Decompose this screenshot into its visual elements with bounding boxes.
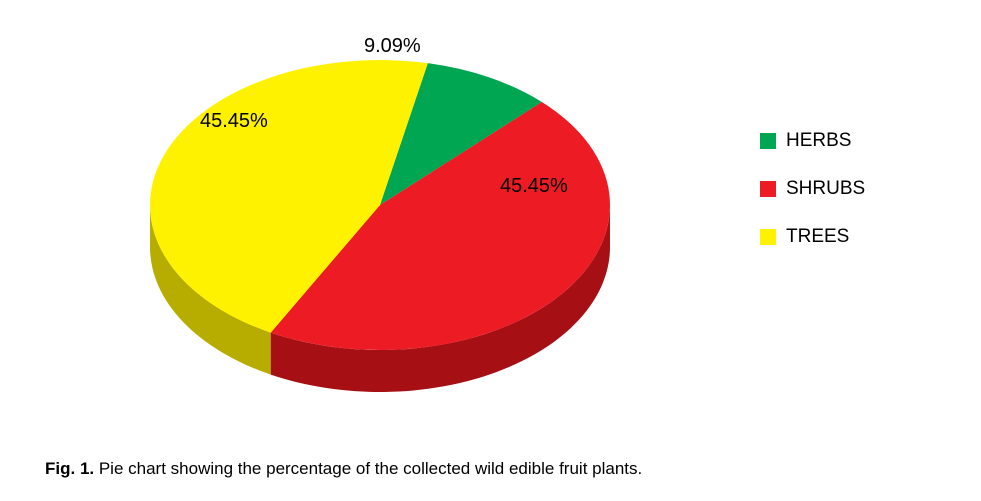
legend: HERBS SHRUBS TREES <box>760 130 865 274</box>
figure-tag: Fig. 1. <box>45 459 94 478</box>
legend-swatch-herbs <box>760 133 776 149</box>
legend-swatch-shrubs <box>760 181 776 197</box>
legend-label-trees: TREES <box>786 226 849 248</box>
legend-item-shrubs: SHRUBS <box>760 178 865 200</box>
pie-tops <box>150 60 610 350</box>
pie-chart: 9.09% 45.45% 45.45% <box>60 10 700 430</box>
figure-caption: Fig. 1. Pie chart showing the percentage… <box>45 459 642 479</box>
legend-item-trees: TREES <box>760 226 865 248</box>
data-label-shrubs: 45.45% <box>500 175 568 198</box>
data-label-trees: 45.45% <box>200 110 268 133</box>
legend-swatch-trees <box>760 229 776 245</box>
legend-item-herbs: HERBS <box>760 130 865 152</box>
legend-label-herbs: HERBS <box>786 130 851 152</box>
figure-stage: 9.09% 45.45% 45.45% HERBS SHRUBS TREES Fig. … <box>0 0 981 501</box>
legend-label-shrubs: SHRUBS <box>786 178 865 200</box>
data-label-herbs: 9.09% <box>364 35 421 58</box>
figure-caption-text: Pie chart showing the percentage of the … <box>94 459 642 478</box>
pie-svg <box>60 10 700 430</box>
